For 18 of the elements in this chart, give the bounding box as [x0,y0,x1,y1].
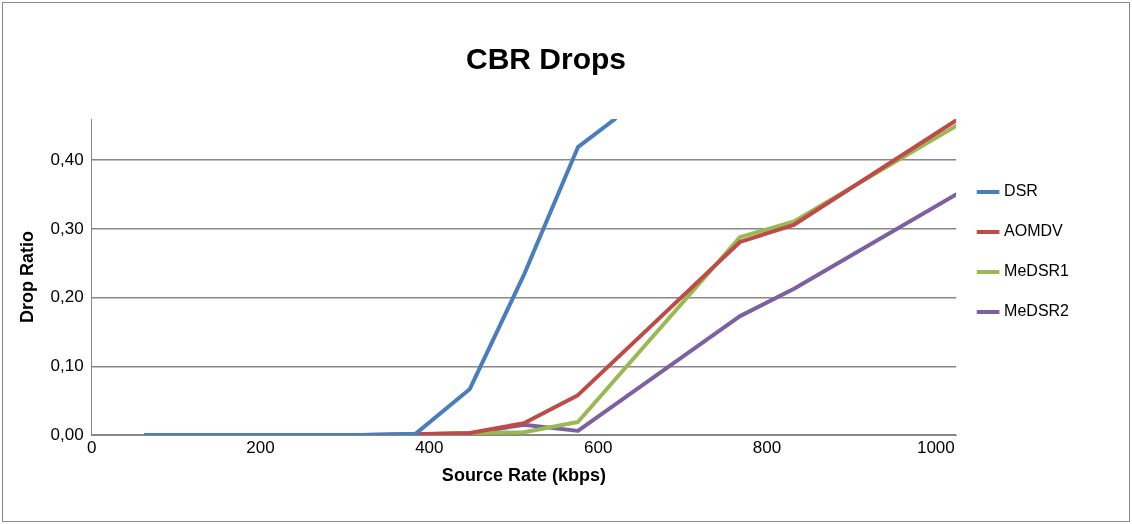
legend-label: DSR [1004,182,1038,200]
x-axis-title: Source Rate (kbps) [441,465,606,486]
chart-title: CBR Drops [465,42,627,76]
x-tick-label: 600 [583,437,613,457]
x-tick-label: 400 [415,437,444,457]
legend-label: AOMDV [1004,222,1064,240]
y-tick-label: 0,30 [50,218,84,238]
y-tick-label: 0,20 [50,287,84,307]
legend-label: MeDSR1 [1004,262,1070,280]
y-tick-label: 0,00 [50,424,84,444]
x-tick-label: 0 [86,437,97,457]
legend-label: MeDSR2 [1004,302,1070,320]
x-tick-label: 1000 [916,437,955,457]
x-tick-label: 800 [752,437,782,457]
y-tick-label: 0,10 [50,355,84,375]
y-tick-label: 0,40 [50,149,84,169]
y-axis-title: Drop Ratio [16,231,37,323]
x-tick-label: 200 [246,437,275,457]
